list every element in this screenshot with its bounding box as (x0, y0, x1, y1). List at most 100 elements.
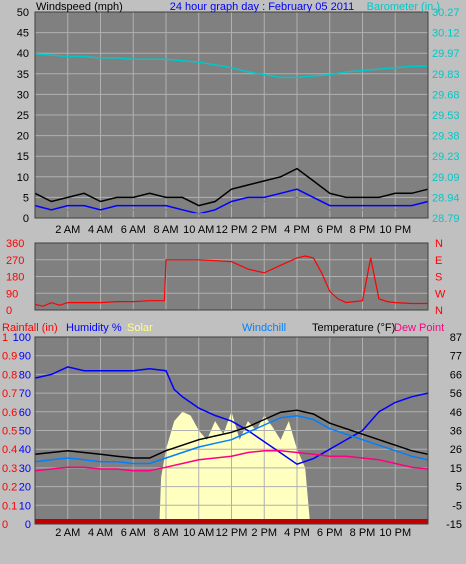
barometer-tick-label: 28.79 (432, 213, 460, 225)
temperature-tick-label: 26 (450, 444, 462, 456)
wind-time-tick-labels: 2 AM 4 AM 6 AM 8 AM 10 AM 12 PM 2 PM 4 PM 6 PM 8 … (55, 224, 411, 236)
humidity-tick-label: 40 (19, 444, 31, 456)
compass-label: W (435, 288, 446, 300)
temp-plot-border (34, 336, 429, 525)
barometer-tick-label: 29.97 (432, 48, 460, 60)
windspeed-tick-label: 5 (23, 192, 29, 204)
rainfall-tick-label: 0.2 (2, 482, 17, 494)
wind-plot-border (34, 11, 429, 219)
rainfall-tick-labels: 0 0.1 0.2 0.3 0.4 0.5 0.6 0.7 0.8 0.9 1 (2, 332, 17, 531)
temperature-tick-label: 77 (450, 351, 462, 363)
temperature-tick-label: 5 (456, 482, 462, 494)
temperature-humidity-chart: Rainfall (in) Humidity % Solar Windchill… (2, 322, 462, 539)
time-tick-label: 6 AM (121, 224, 146, 236)
humidity-tick-labels: 0 10 20 30 40 50 60 70 80 90 100 (13, 332, 31, 531)
barometer-tick-label: 30.12 (432, 28, 460, 40)
windspeed-tick-label: 0 (23, 213, 29, 225)
temperature-tick-label: 56 (450, 388, 462, 400)
humidity-tick-label: 90 (19, 351, 31, 363)
wind-barometer-chart: Windspeed (mph) 24 hour graph day : Febr… (17, 1, 460, 236)
rainfall-axis-label: Rainfall (in) (2, 322, 58, 334)
temperature-tick-label: 87 (450, 332, 462, 344)
humidity-axis-label: Humidity % (66, 322, 122, 334)
direction-degree-label: 270 (6, 255, 24, 267)
rainfall-tick-label: 0.5 (2, 426, 17, 438)
compass-label: N (435, 305, 443, 317)
direction-degree-label: 90 (6, 288, 18, 300)
humidity-tick-label: 50 (19, 426, 31, 438)
time-tick-label: 10 AM (183, 224, 214, 236)
time-tick-label: 6 AM (121, 527, 146, 539)
series-wind-direction (34, 255, 428, 307)
rainfall-tick-label: 0 (2, 519, 8, 531)
temperature-tick-label: 36 (450, 426, 462, 438)
humidity-tick-label: 10 (19, 500, 31, 512)
humidity-tick-label: 30 (19, 463, 31, 475)
barometer-tick-label: 28.94 (432, 192, 460, 204)
windspeed-tick-label: 30 (17, 89, 29, 101)
windspeed-tick-label: 45 (17, 28, 29, 40)
time-tick-label: 10 PM (379, 527, 411, 539)
time-tick-label: 8 PM (350, 224, 376, 236)
barometer-tick-label: 29.68 (432, 89, 460, 101)
temp-grid (35, 337, 428, 524)
barometer-tick-label: 30.27 (432, 7, 460, 19)
temperature-tick-labels: -15 -5 5 15 26 36 46 56 66 77 87 (446, 332, 462, 531)
chart-title: 24 hour graph day : February 05 2011 (170, 1, 354, 13)
windspeed-axis-label: Windspeed (mph) (36, 1, 123, 13)
compass-label: E (435, 255, 442, 267)
time-tick-label: 4 AM (88, 527, 113, 539)
wind-grid (35, 12, 428, 218)
direction-degree-label: 360 (6, 238, 24, 250)
temp-series (34, 366, 429, 472)
time-tick-label: 8 AM (153, 527, 178, 539)
direction-series (34, 255, 428, 307)
time-tick-label: 2 PM (251, 224, 277, 236)
compass-label: S (435, 272, 442, 284)
time-tick-label: 4 AM (88, 224, 113, 236)
rainfall-bar (35, 519, 428, 524)
rainfall-tick-label: 0.7 (2, 388, 17, 400)
time-tick-label: 10 PM (379, 224, 411, 236)
rainfall-tick-label: 1 (2, 332, 8, 344)
rainfall-tick-label: 0.1 (2, 500, 17, 512)
rainfall-tick-label: 0.9 (2, 351, 17, 363)
time-tick-label: 2 AM (55, 224, 80, 236)
humidity-tick-label: 100 (13, 332, 31, 344)
windspeed-tick-label: 10 (17, 172, 29, 184)
temp-time-tick-labels: 2 AM 4 AM 6 AM 8 AM 10 AM 12 PM 2 PM 4 PM 6 PM 8 … (55, 527, 411, 539)
temperature-tick-label: 66 (450, 369, 462, 381)
humidity-tick-label: 20 (19, 482, 31, 494)
rainfall-tick-label: 0.3 (2, 463, 17, 475)
time-tick-label: 12 PM (216, 527, 248, 539)
humidity-tick-label: 70 (19, 388, 31, 400)
rainfall-tick-label: 0.6 (2, 407, 17, 419)
time-tick-label: 4 PM (284, 527, 310, 539)
wind-series (34, 53, 429, 215)
humidity-tick-label: 0 (25, 519, 31, 531)
series-dew-point (34, 449, 429, 472)
barometer-tick-labels: 28.79 28.94 29.09 29.23 29.38 29.53 29.68 29.83… (432, 7, 460, 225)
series-temperature-f (34, 409, 429, 459)
time-tick-label: 4 PM (284, 224, 310, 236)
series-wind-gust (34, 167, 429, 207)
time-tick-label: 6 PM (317, 224, 343, 236)
windspeed-tick-label: 50 (17, 7, 29, 19)
series-windchill (34, 415, 429, 465)
barometer-tick-label: 29.83 (432, 69, 460, 81)
direction-degree-label: 180 (6, 272, 24, 284)
temperature-tick-label: 15 (450, 463, 462, 475)
temperature-tick-label: -5 (452, 500, 462, 512)
barometer-tick-label: 29.53 (432, 110, 460, 122)
humidity-tick-label: 80 (19, 369, 31, 381)
time-tick-label: 8 AM (153, 224, 178, 236)
barometer-tick-label: 29.38 (432, 131, 460, 143)
windspeed-tick-label: 20 (17, 131, 29, 143)
time-tick-label: 6 PM (317, 527, 343, 539)
time-tick-label: 10 AM (183, 527, 214, 539)
rainfall-tick-label: 0.8 (2, 369, 17, 381)
humidity-tick-label: 60 (19, 407, 31, 419)
